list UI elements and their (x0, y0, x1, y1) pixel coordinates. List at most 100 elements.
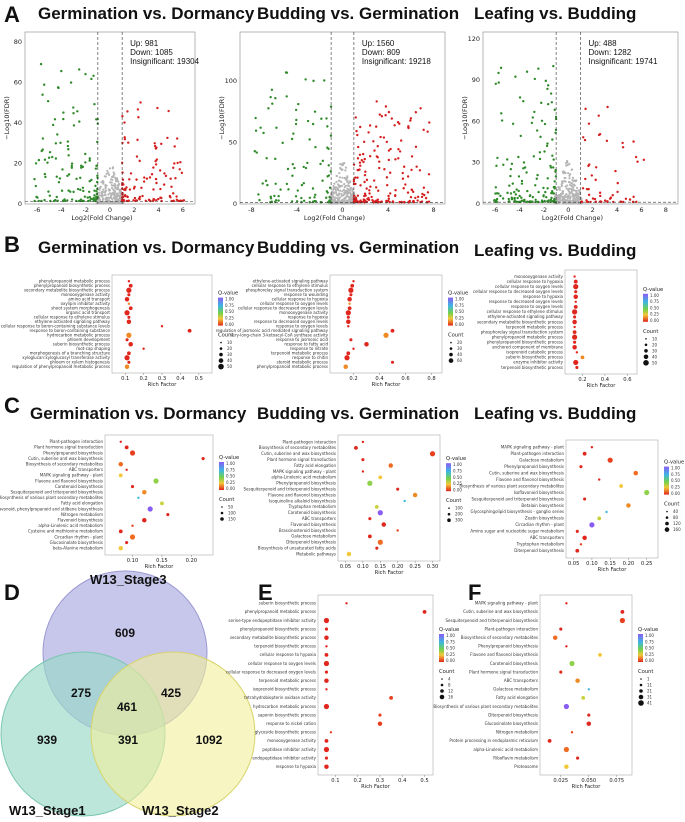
down-point (312, 79, 315, 83)
qvalue-tick: 0.00 (446, 658, 455, 663)
x-tick-label: -4 (294, 206, 300, 214)
count-legend-label: 41 (647, 701, 653, 706)
x-tick-label: 0.20 (623, 561, 635, 567)
enrichment-point (575, 365, 579, 370)
term-label: morphogenesis of a branching structure (30, 351, 111, 356)
term-label: Glycosphingolipid biosynthesis - ganglio… (471, 509, 564, 514)
up-point (394, 188, 397, 192)
count-legend-dot (449, 347, 453, 350)
up-point (127, 141, 130, 144)
x-tick-label: 2 (591, 206, 595, 214)
qvalue-tick: 0.25 (446, 652, 455, 657)
down-point (84, 72, 87, 76)
down-point (544, 79, 547, 83)
term-label: Cysteine and methionine metabolism (28, 529, 103, 534)
x-tick-label: 0.30 (427, 564, 439, 570)
term-label: Sesquiterpenoid and triterpenoid biosynt… (11, 490, 103, 495)
down-point (277, 199, 280, 202)
term-label: Plant-pathogen interaction (282, 439, 336, 444)
venn-circle-stage2 (90, 651, 256, 817)
count-legend-title: Count (439, 669, 454, 675)
down-point (87, 190, 91, 194)
up-point (632, 140, 635, 143)
up-point (398, 200, 401, 204)
enrichment-point (367, 534, 372, 539)
count-legend-label: 40 (673, 509, 679, 514)
down-count-label: Down: 1282 (589, 48, 632, 57)
up-point (157, 197, 160, 201)
enrichment-point (563, 746, 570, 753)
term-label: ABC transporters (530, 535, 564, 540)
enrichment-point (573, 340, 577, 344)
up-point (587, 193, 591, 197)
enrichment-point (590, 446, 594, 449)
insignificant-point (569, 183, 572, 186)
up-point (374, 186, 378, 189)
down-point (493, 199, 496, 202)
up-point (162, 183, 166, 186)
down-point (544, 190, 547, 194)
term-label: cellular response to hypoxia (507, 279, 564, 284)
insignificant-point (335, 180, 338, 184)
qvalue-tick: 0.25 (455, 316, 464, 321)
x-tick-label: 4 (386, 206, 390, 214)
up-point (374, 125, 378, 128)
down-point (509, 192, 513, 195)
enrichment-point (598, 478, 601, 481)
insignificant-point (570, 191, 573, 194)
down-point (90, 77, 93, 81)
enrichment-point (576, 756, 580, 760)
y-axis-label: −Log10(FDR) (218, 96, 226, 140)
enrichment-point (128, 283, 133, 288)
down-point (88, 159, 91, 162)
down-point (327, 174, 331, 177)
term-label: phenylpropanoid metabolic process (492, 334, 563, 339)
down-point (496, 156, 499, 160)
down-point (93, 194, 96, 197)
enrichment-point (361, 458, 365, 462)
down-point (96, 174, 99, 178)
down-point (553, 180, 556, 183)
insignificant-point (106, 169, 109, 172)
enrichment-point (361, 470, 365, 473)
down-point (56, 199, 59, 203)
enrichment-point (403, 499, 406, 503)
up-point (410, 168, 413, 172)
insignificant-point (116, 192, 119, 195)
insignificant-point (349, 198, 352, 201)
insignificant-point (337, 183, 340, 186)
insignificant-point (340, 168, 344, 172)
insignificant-point (569, 172, 572, 176)
enrichment-point (347, 325, 350, 328)
term-label: ABC transporters (302, 516, 336, 521)
down-point (54, 142, 58, 145)
enrichment-point (572, 319, 577, 325)
enrichment-point (620, 610, 625, 614)
insignificant-point (108, 173, 111, 176)
down-point (270, 88, 274, 91)
term-label: alpha-Linolenic acid metabolism (473, 747, 538, 752)
term-label: steroid metabolic process (277, 360, 328, 365)
enrichment-point (324, 756, 329, 760)
insignificant-point (100, 190, 104, 193)
insignificant-count-label: Insignificant: 19218 (362, 57, 431, 66)
insignificant-point (564, 180, 567, 183)
down-point (552, 166, 555, 169)
enrichment-point (130, 485, 135, 489)
down-point (525, 200, 528, 204)
up-point (135, 155, 139, 158)
insignificant-point (98, 191, 101, 194)
term-label: suberin biosynthetic process (53, 342, 110, 347)
enrichment-point (581, 696, 586, 700)
down-point (290, 137, 294, 141)
enrichment-point (573, 279, 578, 284)
down-point (70, 164, 73, 168)
up-point (136, 108, 140, 111)
up-point (599, 194, 602, 198)
panel-label-a: A (4, 2, 20, 27)
up-point (583, 138, 587, 142)
count-legend-dot (220, 517, 224, 521)
enrichment-point (347, 297, 352, 302)
term-label: Sesquiterpenoid and triterpenoid biosynt… (244, 486, 336, 491)
down-point (70, 166, 74, 170)
